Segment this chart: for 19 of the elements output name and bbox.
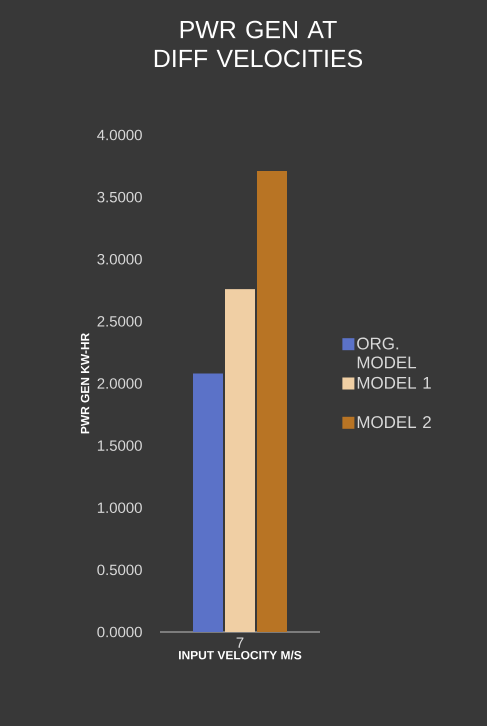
y-tick-label: 4.0000 (97, 130, 142, 140)
y-axis-title: PWR GEN KW-HR (80, 333, 90, 434)
bar (224, 289, 255, 632)
y-tick-label: 1.0000 (98, 502, 142, 514)
y-tick-label: 3.5000 (97, 192, 142, 202)
y-tick-label: 2.5000 (98, 316, 142, 327)
legend-label: MODEL 2 (358, 416, 431, 428)
chart-title: PWR GEN AT DIFF VELOCITIES (154, 20, 362, 68)
legend-label: MODEL 1 (358, 376, 431, 389)
y-tick-label: 0.0000 (97, 626, 142, 638)
x-tick-label: 7 (236, 638, 244, 648)
legend-label: ORG. MODEL (357, 338, 416, 368)
bar (256, 171, 287, 632)
y-tick-label: 2.0000 (98, 378, 142, 389)
bar (193, 374, 224, 632)
y-tick-label: 3.0000 (97, 254, 142, 265)
y-tick-label: 0.5000 (97, 564, 142, 576)
y-tick-label: 1.5000 (98, 440, 142, 451)
x-axis-title: INPUT VELOCITY M/S (179, 650, 302, 660)
